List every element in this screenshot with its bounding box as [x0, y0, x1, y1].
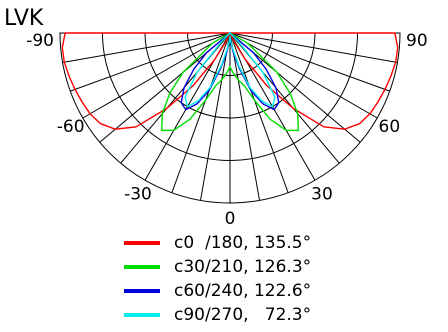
- grid-spoke: [62, 32, 231, 64]
- grid-spoke: [229, 32, 390, 92]
- polar-chart: -90 -60 -30 0 30 60 90 LVK: [4, 6, 428, 229]
- legend-label: c60/240, 122.6°: [174, 281, 312, 301]
- legend-label: c0 /180, 135.5°: [174, 233, 312, 253]
- angle-label: -90: [26, 31, 54, 51]
- chart-title: LVK: [4, 6, 44, 31]
- grid-spoke: [229, 32, 289, 193]
- series-curve: [184, 32, 276, 108]
- grid-spoke: [82, 32, 231, 119]
- intensity-curves: [61, 32, 399, 132]
- angle-label: 0: [225, 209, 236, 229]
- grid-spoke: [70, 32, 231, 92]
- angle-labels: -90 -60 -30 0 30 60 90: [26, 31, 427, 229]
- angle-label: 60: [379, 117, 401, 137]
- angle-label: -60: [57, 117, 85, 137]
- series-curve: [61, 32, 399, 130]
- legend-swatch: [124, 313, 160, 317]
- legend-label: c90/270, 72.3°: [174, 305, 312, 325]
- angle-label: -30: [124, 184, 152, 204]
- grid-spoke: [229, 32, 378, 119]
- series-curve: [161, 32, 299, 132]
- polar-grid: [59, 32, 401, 204]
- legend-label: c30/210, 126.3°: [174, 257, 312, 277]
- angle-label: 90: [406, 31, 428, 51]
- angle-label: 30: [311, 184, 333, 204]
- legend-swatch: [124, 289, 160, 293]
- grid-spoke: [229, 32, 261, 201]
- grid-spoke: [229, 32, 398, 64]
- grid-spoke: [171, 32, 231, 193]
- grid-spoke: [199, 32, 231, 201]
- legend-swatch: [124, 265, 160, 269]
- legend-swatch: [124, 241, 160, 245]
- grid-outer-boundary: [59, 32, 401, 204]
